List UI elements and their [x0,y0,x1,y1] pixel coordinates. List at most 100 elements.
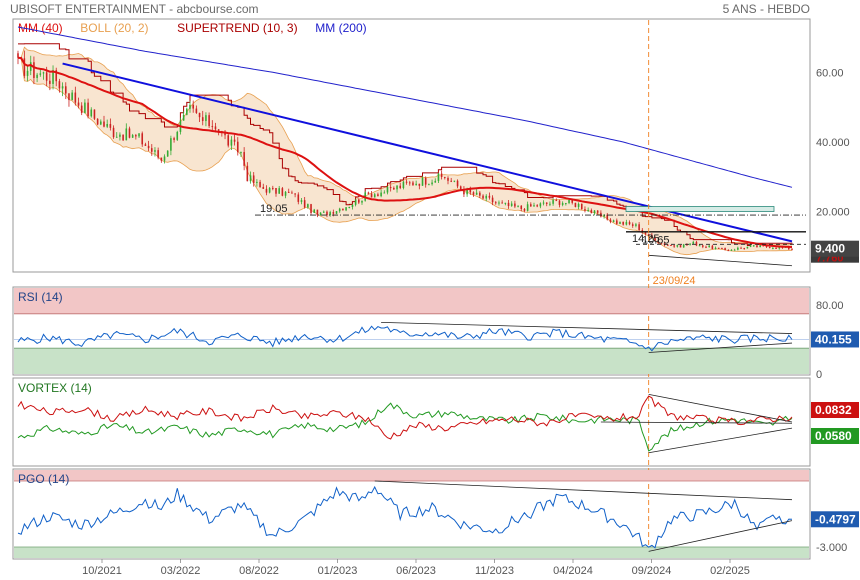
mm40-line [17,56,793,248]
candle-body [565,203,567,205]
last-price-tag [811,240,859,257]
candle-body [310,204,312,214]
candle-body [380,192,382,197]
candle-body [437,173,440,181]
candle-body [670,244,672,246]
candle-body [87,102,89,117]
candle-body [724,248,726,251]
legend-item-1: BOLL (20, 2) [80,21,148,35]
candle-body [358,199,360,203]
vortex-horizontal-trendline [600,421,793,424]
candle-body [469,189,472,193]
candle-body [593,210,596,214]
candle-body [150,148,153,152]
vortex-value-label-1: 0.0832 [815,403,852,417]
candle-body [542,202,545,204]
candle-body [268,187,271,193]
candle-body [103,121,105,127]
candle-body [727,250,730,252]
x-tick-label-0: 10/2021 [82,565,122,577]
candle-body [447,177,449,181]
candle-body [386,187,389,193]
candle-body [552,200,554,204]
candle-body [695,241,698,246]
x-tick-label-8: 02/2025 [710,565,750,577]
candle-body [721,248,723,250]
candle-body [555,200,558,202]
candle-body [440,173,443,177]
candle-body [252,175,255,183]
candle-body [456,180,459,187]
candle-body [428,184,430,186]
candle-body [176,131,179,140]
vortex-series-line-1 [17,395,793,440]
candle-body [335,211,338,214]
candle-body [316,209,319,216]
candle-body [424,177,427,185]
candle-body [217,129,220,132]
pgo-tick-label-0: -3.000 [816,542,847,554]
candle-body [342,208,344,211]
candle-body [775,247,777,249]
candle-body [494,202,497,204]
candle-body [307,204,309,208]
candle-body [530,204,532,207]
candle-body [33,62,35,78]
price-tick-label-0: 60.00 [816,67,844,79]
candle-body [259,181,261,188]
candle-body [673,245,675,247]
level-label-2: 10.65 [642,234,670,246]
candle-body [112,127,115,138]
candle-body [762,245,765,247]
vortex-value-tag-0 [811,428,859,444]
x-tick-label-3: 01/2023 [318,565,358,577]
candle-body [549,203,551,205]
candle-body [170,138,172,151]
candle-body [36,74,38,78]
candle-body [606,214,609,220]
candle-body [246,165,249,182]
x-tick-label-6: 04/2024 [553,565,593,577]
zone-box [625,206,775,212]
candle-body [135,135,137,137]
candle-body [717,247,720,249]
candle-body [641,230,644,232]
candle-body [676,245,679,247]
candle-body [628,222,631,225]
candle-body [166,150,169,157]
candle-body [326,211,328,216]
vortex-title: VORTEX (14) [18,381,92,395]
candle-body [42,72,45,74]
candle-body [61,86,64,89]
candle-body [619,221,621,224]
candle-body [692,241,695,244]
candle-body [491,197,494,203]
rsi-title: RSI (14) [18,290,63,304]
candle-body [230,139,233,146]
pgo-lower-trendline [648,520,793,552]
candle-body [431,182,433,185]
candle-body [262,187,265,189]
candle-body [272,187,274,189]
candle-body [367,192,370,194]
candle-body [596,210,599,213]
candle-body [501,202,503,204]
candle-body [93,109,96,119]
candle-body [233,139,236,142]
rsi-value-label: 40.155 [815,332,852,346]
candle-body [74,92,77,103]
candle-body [705,246,707,248]
pgo-layer: PGO (14) -3.000 -0.4797 [14,470,859,558]
candle-body [297,194,300,202]
rsi-line [17,325,793,352]
candle-body [373,194,376,198]
level-label-0: 19.05 [260,203,288,215]
support-trendline [648,254,793,267]
chart-title: UBISOFT ENTERTAINMENT - abcbourse.com [10,2,259,16]
candle-body [504,202,507,204]
candle-body [402,181,405,188]
candle-body [345,207,347,211]
candle-body [408,182,411,184]
candle-body [186,108,188,115]
